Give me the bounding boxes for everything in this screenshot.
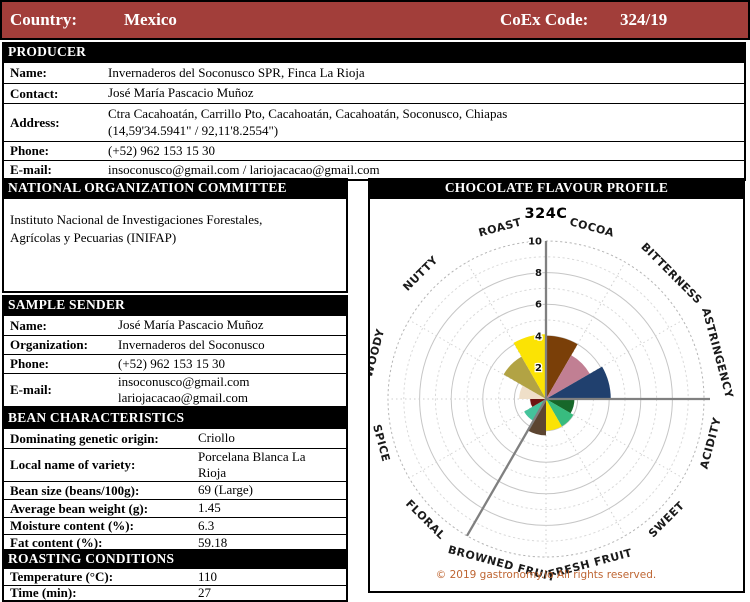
sample-sender-section-header: SAMPLE SENDER: [2, 295, 348, 314]
table-row: Moisture content (%): 6.3: [4, 517, 346, 534]
table-row: Average bean weight (g): 1.45: [4, 499, 346, 517]
table-row: E-mail: insoconusco@gmail.com / lariojac…: [4, 160, 744, 179]
table-row: Name: Invernaderos del Soconusco SPR, Fi…: [4, 63, 744, 83]
table-row: Name: José María Pascacio Muñoz: [4, 316, 346, 335]
country-value: Mexico: [124, 10, 177, 29]
chart-category-label: FLORAL: [403, 497, 448, 542]
roasting-section-header: ROASTING CONDITIONS: [2, 549, 348, 568]
table-row: Organization: Invernaderos del Soconusco: [4, 335, 346, 354]
field-label: Average bean weight (g):: [10, 500, 149, 516]
field-value: 27: [198, 584, 211, 600]
field-value: Invernaderos del Soconusco SPR, Finca La…: [108, 64, 365, 80]
committee-box: Instituto Nacional de Investigaciones Fo…: [2, 197, 348, 293]
field-value: José María Pascacio Muñoz: [108, 85, 254, 101]
chart-copyright: © 2019 gastronomy.io All rights reserved…: [435, 569, 657, 581]
field-label: E-mail:: [10, 162, 52, 177]
country-header-bar: Country: Mexico CoEx Code: 324/19: [0, 0, 750, 40]
field-label: Name:: [10, 65, 47, 80]
chart-title: 324C: [524, 206, 568, 222]
committee-section-header: NATIONAL ORGANIZATION COMMITTEE: [2, 178, 348, 197]
chart-category-label: SWEET: [646, 499, 687, 540]
field-label: Fat content (%):: [10, 535, 103, 550]
flavour-chart-box: 324C 2 4 6 8 10 COCOA BITTERNESS ASTRINGENCY ACI…: [368, 197, 745, 593]
field-value: (+52) 962 153 15 30: [108, 142, 215, 158]
field-label: Dominating genetic origin:: [10, 430, 159, 446]
field-label: Organization:: [10, 337, 88, 352]
producer-section-header: PRODUCER: [2, 42, 746, 61]
field-value: 69 (Large): [198, 482, 253, 498]
field-label: Moisture content (%):: [10, 518, 134, 533]
field-label: Local name of variety:: [10, 457, 136, 472]
svg-text:2: 2: [535, 363, 542, 374]
chart-category-label: ROAST: [477, 216, 523, 240]
field-label: E-mail:: [10, 382, 52, 397]
table-row: Fat content (%): 59.18: [4, 534, 346, 551]
field-label: Address:: [10, 114, 60, 130]
chart-category-label: ASTRINGENCY: [699, 306, 736, 400]
field-value: Invernaderos del Soconusco: [118, 336, 265, 352]
field-label: Temperature (°C):: [10, 569, 114, 584]
table-row: Phone: (+52) 962 153 15 30: [4, 141, 744, 160]
field-label: Phone:: [10, 356, 49, 371]
field-value: José María Pascacio Muñoz: [118, 317, 264, 333]
field-label: Name:: [10, 317, 47, 333]
producer-table: Name: Invernaderos del Soconusco SPR, Fi…: [2, 61, 746, 181]
table-row: Address: Ctra Cacahoatán, Carrillo Pto, …: [4, 103, 744, 141]
chart-category-label: NUTTY: [400, 253, 441, 294]
table-row: Time (min): 27: [4, 585, 346, 600]
field-label: Time (min):: [10, 585, 77, 600]
field-value: insoconusco@gmail.com / lariojacacao@gma…: [108, 161, 380, 177]
field-value: Criollo: [198, 430, 235, 446]
field-value: 6.3: [198, 517, 215, 533]
field-value: Porcelana Blanca La Rioja: [198, 448, 306, 480]
table-row: E-mail: insoconusco@gmail.com lariojacac…: [4, 373, 346, 406]
committee-text: Instituto Nacional de Investigaciones Fo…: [10, 212, 263, 245]
country-label: Country:: [10, 10, 78, 29]
field-label: Contact:: [10, 85, 59, 101]
field-value: (+52) 962 153 15 30: [118, 355, 225, 371]
chart-category-label: BITTERNESS: [638, 240, 704, 306]
sample-sender-table: Name: José María Pascacio Muñoz Organiza…: [2, 314, 348, 408]
field-value: 1.45: [198, 500, 221, 516]
roasting-table: Temperature (°C): 110 Time (min): 27: [2, 567, 348, 602]
bean-section-header: BEAN CHARACTERISTICS: [2, 408, 348, 427]
field-label: Bean size (beans/100g):: [10, 482, 140, 498]
table-row: Dominating genetic origin: Criollo: [4, 429, 346, 448]
table-row: Temperature (°C): 110: [4, 569, 346, 585]
field-value: 59.18: [198, 534, 228, 550]
flavour-section-header: CHOCOLATE FLAVOUR PROFILE: [368, 178, 745, 197]
chart-category-label: SPICE: [370, 423, 392, 463]
table-row: Phone: (+52) 962 153 15 30: [4, 354, 346, 373]
table-row: Bean size (beans/100g): 69 (Large): [4, 481, 346, 499]
svg-text:10: 10: [528, 237, 542, 248]
table-row: Contact: José María Pascacio Muñoz: [4, 83, 744, 103]
chart-category-label: WOODY: [370, 327, 387, 379]
svg-text:6: 6: [535, 300, 542, 311]
svg-text:8: 8: [535, 268, 542, 279]
table-row: Local name of variety: Porcelana Blanca …: [4, 448, 346, 481]
svg-text:4: 4: [535, 331, 542, 342]
coex-code-label: CoEx Code:: [500, 10, 589, 29]
field-value: 110: [198, 568, 218, 584]
field-label: Phone:: [10, 143, 49, 158]
field-value: insoconusco@gmail.com lariojacacao@gmail…: [118, 373, 250, 405]
chart-category-label: COCOA: [568, 215, 615, 239]
chart-category-label: ACIDITY: [698, 415, 724, 470]
coex-code-value: 324/19: [620, 10, 668, 29]
field-value: Ctra Cacahoatán, Carrillo Pto, Cacahoatá…: [108, 106, 508, 138]
bean-table: Dominating genetic origin: Criollo Local…: [2, 427, 348, 553]
